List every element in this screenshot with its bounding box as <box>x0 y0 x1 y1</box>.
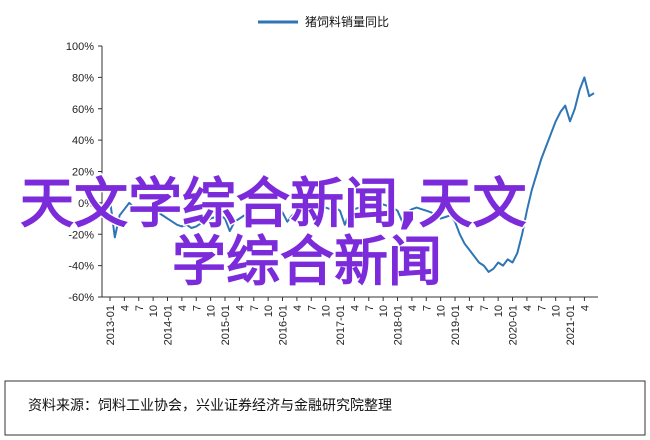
x-tick-label: 10 <box>551 305 563 317</box>
y-ticks: 100% 80% 60% 40% 20% 0% -20% -40% -60% <box>66 41 102 304</box>
y-tick-label: 20% <box>72 167 94 179</box>
x-tick-label: 2013-01 <box>105 305 117 345</box>
y-tick-label: -40% <box>68 261 94 273</box>
overlay-line-2: 学综合新闻 <box>172 230 442 293</box>
y-tick-label: 100% <box>66 41 94 53</box>
y-tick-label: 0% <box>78 198 94 210</box>
x-tick-label: 10 <box>206 305 218 317</box>
x-tick-label: 4 <box>177 305 189 311</box>
x-tick-label: 2014-01 <box>163 305 175 345</box>
x-tick-label: 4 <box>464 305 476 311</box>
y-tick-label: -60% <box>68 292 94 304</box>
x-tick-label: 7 <box>134 305 146 311</box>
source-box: 资料来源：饲料工业协会，兴业证券经济与金融研究院整理 <box>4 380 646 436</box>
source-text: 资料来源：饲料工业协会，兴业证券经济与金融研究院整理 <box>28 398 392 414</box>
x-tick-label: 2016-01 <box>278 305 290 345</box>
y-tick-label: -20% <box>68 229 94 241</box>
x-tick-label: 7 <box>536 305 548 311</box>
series-line <box>109 76 595 273</box>
x-tick-label: 7 <box>421 305 433 311</box>
x-tick-label: 10 <box>378 305 390 317</box>
x-tick-label: 7 <box>479 305 491 311</box>
y-tick-label: 40% <box>72 135 94 147</box>
x-tick-label: 2020-01 <box>508 305 520 345</box>
y-tick-label: 80% <box>72 72 94 84</box>
x-tick-label: 10 <box>436 305 448 317</box>
x-tick-label: 7 <box>306 305 318 311</box>
overlay-watermark: 天文学综合新闻,天文 学综合新闻 <box>19 171 529 295</box>
x-tick-label: 10 <box>493 305 505 317</box>
x-tick-label: 4 <box>292 305 304 311</box>
x-tick-label: 4 <box>349 305 361 311</box>
x-tick-label: 10 <box>263 305 275 317</box>
x-tick-label: 7 <box>249 305 261 311</box>
series-layer <box>109 76 595 273</box>
x-tick-label: 10 <box>321 305 333 317</box>
x-tick-label: 7 <box>191 305 203 311</box>
x-tick-label: 2015-01 <box>220 305 232 345</box>
y-tick-label: 60% <box>72 104 94 116</box>
x-tick-label: 4 <box>119 305 131 311</box>
x-tick-label: 2018-01 <box>393 305 405 345</box>
x-tick-label: 4 <box>522 305 534 311</box>
x-tick-label: 2017-01 <box>335 305 347 345</box>
x-tick-label: 7 <box>364 305 376 311</box>
x-tick-label: 2019-01 <box>450 305 462 345</box>
legend-label: 猪饲料销量同比 <box>305 15 389 29</box>
x-tick-label: 10 <box>148 305 160 317</box>
source-border <box>4 380 646 436</box>
x-tick-label: 4 <box>407 305 419 311</box>
x-tick-label: 4 <box>234 305 246 311</box>
x-ticks: 2013-01 4 7 10 2014-01 4 7 10 2015-01 4 7 10 2016-01… <box>105 297 591 345</box>
overlay-line-1: 天文学综合新闻,天文 <box>20 172 527 235</box>
x-tick-label: 2021-01 <box>565 305 577 345</box>
legend: 猪饲料销量同比 <box>258 15 389 29</box>
x-tick-label: 4 <box>579 305 591 311</box>
